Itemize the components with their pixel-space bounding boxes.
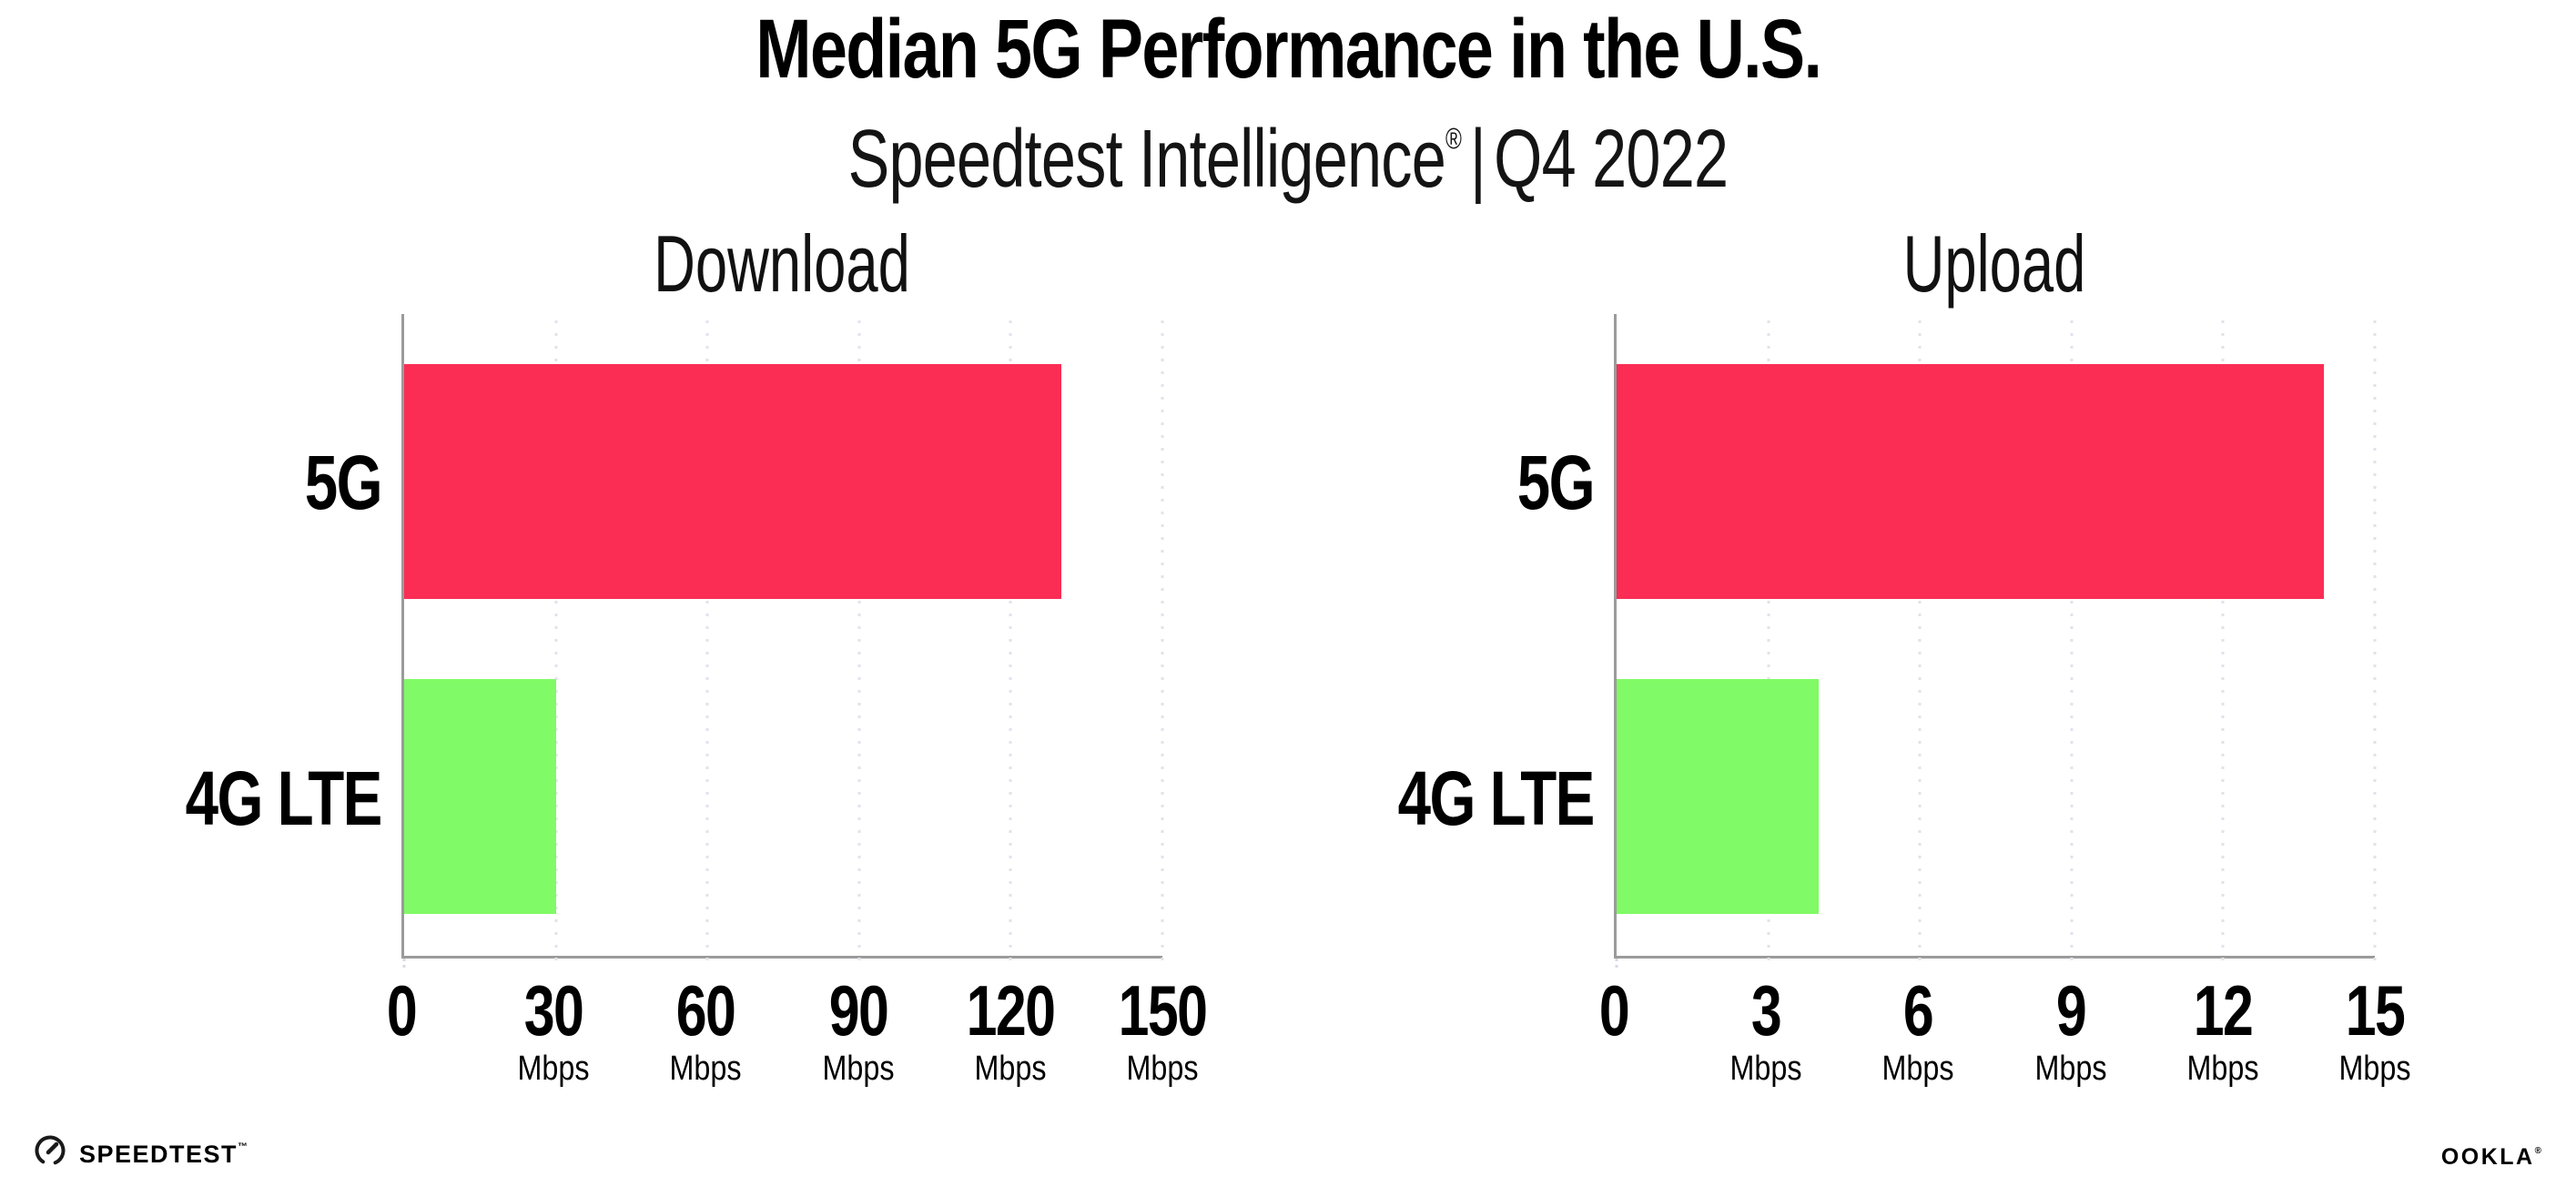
category-label-5g: 5G (1516, 440, 1596, 526)
x-tick-label-12: 12 Mbps (2186, 970, 2259, 1088)
category-label-4g-lte: 4G LTE (1397, 756, 1596, 842)
bar-4g-lte (404, 679, 556, 915)
page-subtitle: Speedtest Intelligence® | Q4 2022 (0, 91, 2576, 207)
x-tick-label-3: 3 Mbps (1729, 970, 1802, 1088)
download-plot-area (401, 314, 1164, 970)
registered-mark: ® (2534, 1146, 2541, 1156)
gridline-3 (1767, 320, 1770, 970)
download-x-axis-labels: 0 30 Mbps 60 Mbps 90 Mbps 120 Mbps 150 Mbps (387, 970, 1208, 1111)
x-tick-label-9: 9 Mbps (2034, 970, 2107, 1088)
gridline-6 (1918, 320, 1922, 970)
gridline-12 (2221, 320, 2225, 970)
x-tick-label-60: 60 Mbps (669, 970, 742, 1088)
gridline-90 (857, 320, 861, 970)
gridline-9 (2070, 320, 2074, 970)
trademark-mark: ™ (238, 1141, 248, 1152)
download-category-labels: 5G 4G LTE (17, 314, 383, 959)
x-tick-label-120: 120 Mbps (966, 970, 1055, 1088)
subtitle-brand: Speedtest Intelligence (847, 114, 1446, 205)
subtitle-period: Q4 2022 (1494, 114, 1729, 205)
x-tick-label-30: 30 Mbps (517, 970, 590, 1088)
gridline-15 (2373, 320, 2377, 970)
tick-mark-0 (402, 959, 406, 970)
upload-plot-area (1614, 314, 2377, 970)
gridline-30 (554, 320, 558, 970)
speedtest-gauge-icon (35, 1135, 66, 1166)
category-label-5g: 5G (304, 440, 383, 526)
upload-x-axis-labels: 0 3 Mbps 6 Mbps 9 Mbps 12 Mbps 15 Mbps (1599, 970, 2411, 1111)
x-tick-label-0: 0 (1598, 970, 1630, 1050)
bar-5g (404, 363, 1061, 599)
gridline-120 (1009, 320, 1012, 970)
gridline-60 (705, 320, 709, 970)
x-tick-label-150: 150 Mbps (1118, 970, 1208, 1088)
x-tick-label-6: 6 Mbps (1881, 970, 1954, 1088)
gridline-150 (1161, 320, 1164, 970)
speedtest-logo: SPEEDTEST™ (33, 1131, 248, 1171)
upload-category-labels: 5G 4G LTE (1230, 314, 1596, 959)
page-title: Median 5G Performance in the U.S. (755, 3, 1822, 96)
ookla-logo: OOKLA® (2441, 1138, 2541, 1171)
x-tick-label-0: 0 (386, 970, 418, 1050)
ookla-wordmark: OOKLA® (2440, 1144, 2541, 1170)
x-tick-label-15: 15 Mbps (2338, 970, 2411, 1088)
speedtest-wordmark: SPEEDTEST™ (79, 1141, 248, 1168)
category-label-4g-lte: 4G LTE (185, 756, 383, 842)
bar-5g (1617, 363, 2325, 599)
download-chart-title: Download (654, 218, 910, 309)
x-tick-label-90: 90 Mbps (822, 970, 895, 1088)
registered-mark: ® (1445, 122, 1462, 155)
upload-chart-title: Upload (1902, 218, 2086, 309)
tick-mark-0 (1615, 959, 1618, 970)
bar-4g-lte (1617, 679, 1820, 915)
subtitle-divider: | (1470, 114, 1486, 205)
